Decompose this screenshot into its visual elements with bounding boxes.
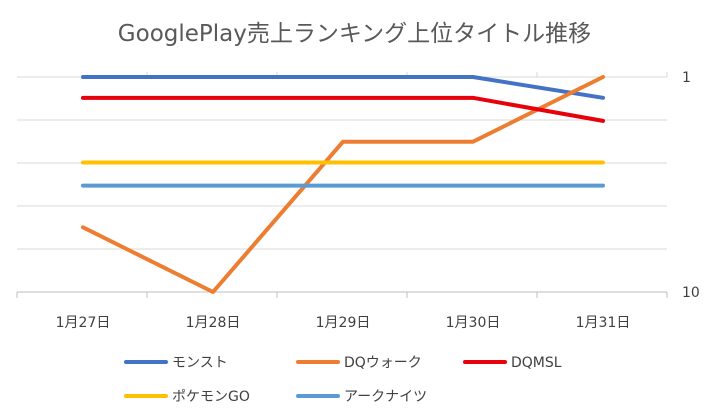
legend-label: ポケモンGO (172, 389, 250, 405)
x-tick-label: 1月27日 (56, 315, 111, 331)
y-tick-label: 10 (682, 285, 700, 301)
series-line (81, 75, 605, 294)
legend-label: DQMSL (511, 355, 562, 371)
x-tick-label: 1月29日 (316, 315, 371, 331)
legend-label: アークナイツ (344, 389, 427, 405)
legend-label: DQウォーク (344, 355, 422, 371)
x-tick-label: 1月31日 (576, 315, 631, 331)
series-line (81, 95, 605, 123)
legend-label: モンスト (172, 355, 228, 371)
y-tick-label: 1 (682, 70, 691, 86)
series-line (81, 75, 605, 100)
x-tick-label: 1月28日 (186, 315, 241, 331)
chart-title: GooglePlay売上ランキング上位タイトル推移 (117, 21, 592, 47)
x-tick-label: 1月30日 (446, 315, 501, 331)
